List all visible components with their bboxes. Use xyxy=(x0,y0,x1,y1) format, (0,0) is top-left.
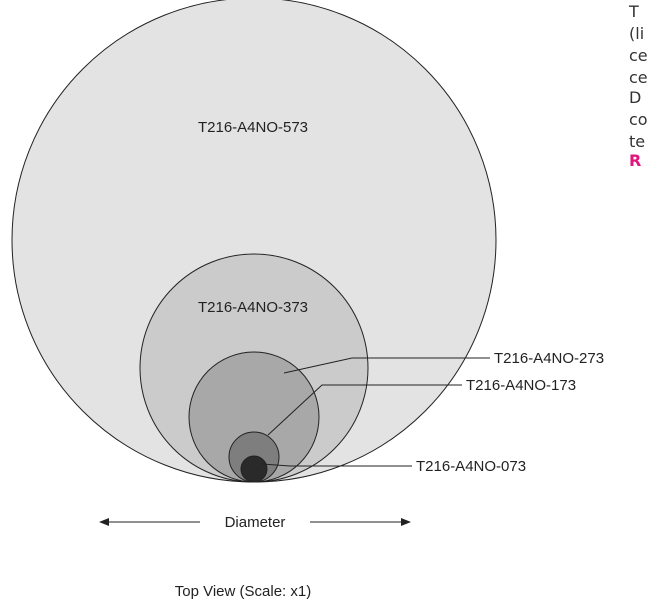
side-paragraph-2-line-1: D xyxy=(629,88,642,107)
side-paragraph-2-line-2: co xyxy=(629,110,648,129)
side-paragraph-1-line-2: (li xyxy=(629,24,645,43)
circle-073 xyxy=(240,455,268,483)
side-link[interactable]: R xyxy=(629,151,642,170)
side-paragraph-1-line-4: ce xyxy=(629,68,648,87)
callout-label-073: T216-A4NO-073 xyxy=(416,458,526,475)
leader-line-173 xyxy=(267,384,462,436)
side-paragraph-1-line-3: ce xyxy=(629,46,648,65)
side-paragraph-1: T (li ce ce xyxy=(629,1,664,89)
side-paragraph-2: D co te xyxy=(629,87,664,153)
leader-line-273 xyxy=(283,357,490,374)
leader-line-073 xyxy=(261,463,412,467)
side-paragraph-2-line-3: te xyxy=(629,132,646,151)
label-573: T216-A4NO-573 xyxy=(198,119,308,136)
diagram-caption: Top View (Scale: x1) xyxy=(175,583,311,600)
label-373: T216-A4NO-373 xyxy=(198,299,308,316)
diameter-label: Diameter xyxy=(225,514,286,531)
callout-label-173: T216-A4NO-173 xyxy=(466,377,576,394)
callout-label-273: T216-A4NO-273 xyxy=(494,350,604,367)
side-paragraph-1-line-1: T xyxy=(629,2,639,21)
